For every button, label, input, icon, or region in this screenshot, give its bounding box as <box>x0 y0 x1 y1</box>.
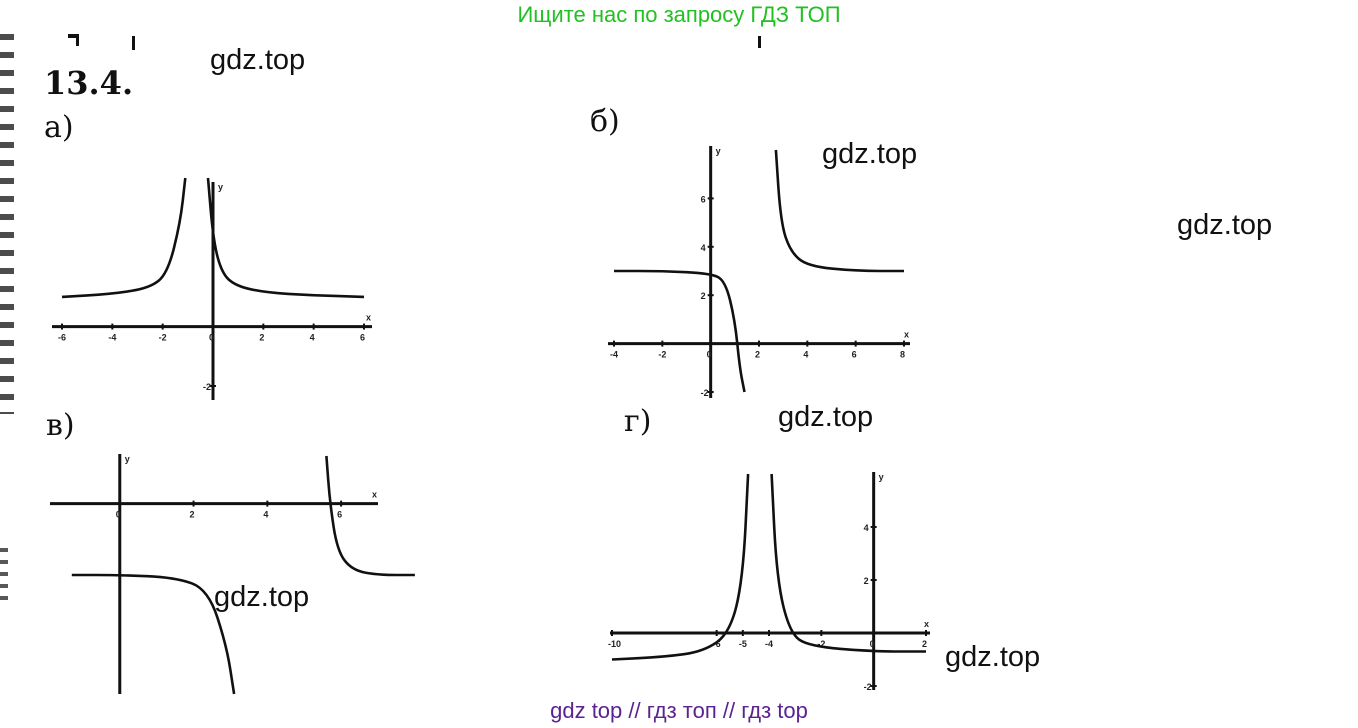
chart-a: x y -6 -4 -2 0 2 4 6 -2 <box>52 177 372 400</box>
y-tick-label-a-0: -2 <box>203 382 211 392</box>
chart-g: x y -10 -6 -5 -4 -2 0 2 4 2 -2 <box>608 472 930 692</box>
x-tick-label-b-2: 0 <box>707 350 712 360</box>
curve-g-1 <box>770 473 926 653</box>
chart-v: x y 0 2 4 6 <box>50 454 415 695</box>
y-tick-label-b-0: 2 <box>701 291 706 301</box>
y-tick-label-g-0: 4 <box>864 523 869 533</box>
x-tick-label-a-2: -2 <box>159 333 167 343</box>
y-tick-label-b-2: 6 <box>701 194 706 204</box>
x-tick-label-g-6: 2 <box>922 639 927 649</box>
x-tick-label-g-5: 0 <box>870 639 875 649</box>
x-axis-label-a: x <box>366 313 371 323</box>
y-tick-label-b-1: 4 <box>701 243 706 253</box>
curve-g-0 <box>611 473 750 661</box>
x-axis-label-g: x <box>924 619 929 629</box>
x-axis-label-v: x <box>372 490 377 500</box>
x-tick-label-v-0: 0 <box>116 510 121 520</box>
x-tick-label-g-0: -10 <box>608 639 621 649</box>
scan-mark-top-2 <box>76 34 79 46</box>
curve-a-0 <box>61 177 187 299</box>
y-tick-label-b-3: -2 <box>701 388 709 398</box>
x-tick-label-b-4: 4 <box>803 350 808 360</box>
x-tick-label-a-0: -6 <box>58 333 66 343</box>
curve-v-0 <box>71 573 236 695</box>
x-tick-label-b-1: -2 <box>658 350 666 360</box>
x-tick-label-a-4: 2 <box>259 333 264 343</box>
y-axis-label-b: y <box>716 146 721 156</box>
y-axis-label-v: y <box>125 454 130 464</box>
label-g: г) <box>624 404 652 439</box>
x-axis-label-b: x <box>904 330 909 340</box>
x-tick-label-v-2: 4 <box>263 510 268 520</box>
x-tick-label-b-5: 6 <box>852 350 857 360</box>
chart-b: x y -4 -2 0 2 4 6 8 2 4 6 -2 <box>608 146 910 398</box>
y-tick-label-g-2: -2 <box>864 682 872 692</box>
scan-edge-artifact-2 <box>0 548 8 608</box>
curve-a-1 <box>206 177 365 299</box>
scan-mark-top-1 <box>68 34 78 38</box>
curve-v-1 <box>325 455 415 577</box>
y-axis-label-a: y <box>218 182 223 192</box>
x-tick-label-g-4: -2 <box>817 639 825 649</box>
x-tick-label-a-6: 6 <box>360 333 365 343</box>
x-tick-label-a-3: 0 <box>209 333 214 343</box>
x-tick-label-g-3: -4 <box>765 639 773 649</box>
watermark-4: gdz.top <box>778 401 874 433</box>
watermark-6: gdz.top <box>945 641 1041 673</box>
x-tick-label-b-0: -4 <box>610 350 618 360</box>
x-tick-label-g-2: -5 <box>739 639 747 649</box>
label-v: в) <box>46 408 75 443</box>
footer-links: gdz top // гдз топ // гдз top <box>550 698 808 723</box>
scan-mark-top-3 <box>132 36 135 50</box>
y-axis-label-g: y <box>879 472 884 482</box>
scan-edge-artifact <box>0 34 14 414</box>
label-b: б) <box>590 104 620 139</box>
scan-mark-top-4 <box>758 36 761 48</box>
x-tick-label-a-5: 4 <box>310 333 315 343</box>
x-tick-label-v-3: 6 <box>337 510 342 520</box>
watermark-2: gdz.top <box>822 138 918 170</box>
x-tick-label-b-3: 2 <box>755 350 760 360</box>
search-banner: Ищите нас по запросу ГДЗ ТОП <box>517 2 841 27</box>
label-a: а) <box>44 110 74 145</box>
problem-number: 13.4. <box>44 64 134 102</box>
x-tick-label-g-1: -6 <box>713 639 721 649</box>
x-tick-label-v-1: 2 <box>190 510 195 520</box>
x-tick-label-b-6: 8 <box>900 350 905 360</box>
watermark-3: gdz.top <box>1177 209 1273 241</box>
x-tick-label-a-1: -4 <box>108 333 116 343</box>
watermark-1: gdz.top <box>210 44 306 76</box>
curve-b-1 <box>774 149 904 273</box>
y-tick-label-g-1: 2 <box>864 576 869 586</box>
curve-b-0 <box>613 269 746 393</box>
watermark-5: gdz.top <box>214 581 310 613</box>
